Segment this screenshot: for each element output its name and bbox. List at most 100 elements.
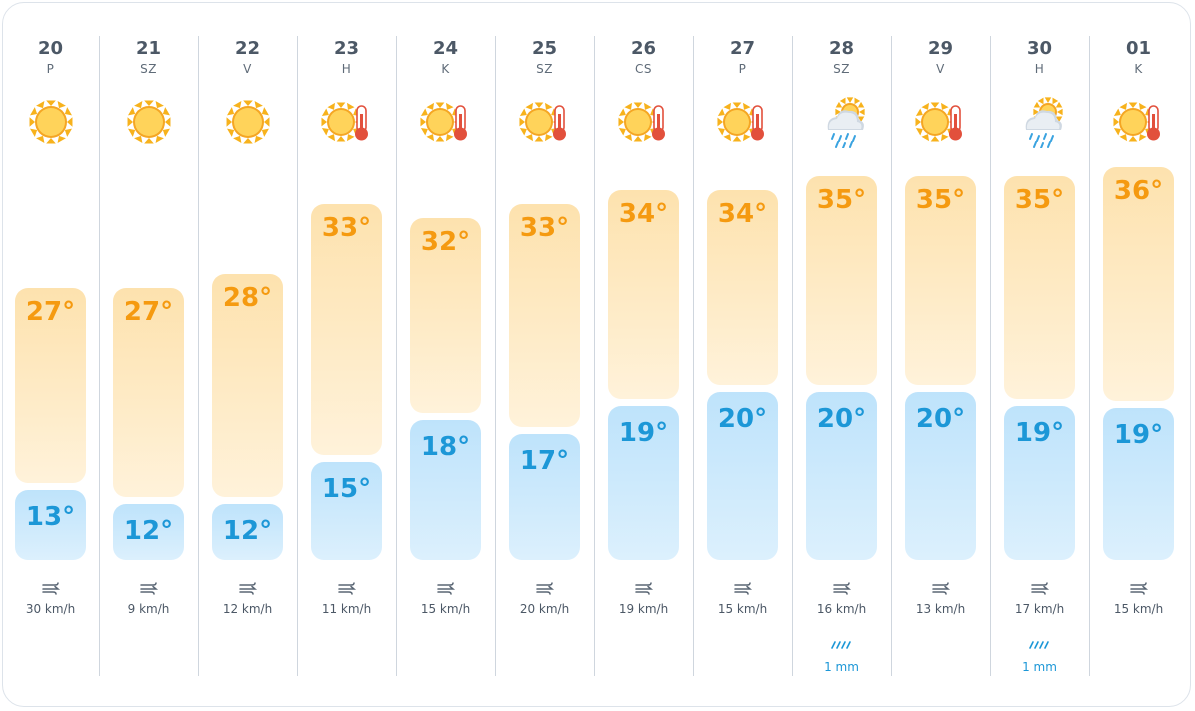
day-column[interactable]: 24 K 32° 18° 15 km/h: [396, 36, 495, 676]
min-temp: 12°: [123, 516, 174, 546]
wind-icon: [693, 581, 792, 595]
day-date: 24: [432, 38, 459, 59]
sun-hot-icon: [618, 96, 670, 148]
wind-speed: 20 km/h: [519, 602, 570, 616]
day-column[interactable]: 27 P 34° 20° 15 km/h: [693, 36, 792, 676]
day-date: 26: [630, 38, 657, 59]
max-temp-bar: 34°: [608, 190, 679, 399]
min-temp: 19°: [1014, 418, 1065, 448]
day-weekday: H: [341, 62, 352, 76]
rain-icon: [990, 640, 1089, 650]
min-temp-bar: 18°: [410, 420, 481, 560]
day-date: 30: [1026, 38, 1053, 59]
day-column[interactable]: 22 V 28° 12° 12 km/h: [198, 36, 297, 676]
column-divider: [792, 36, 793, 676]
day-weekday: P: [46, 62, 55, 76]
day-weekday: H: [1034, 62, 1045, 76]
wind-icon: [792, 581, 891, 595]
wind-speed: 13 km/h: [915, 602, 966, 616]
wind-icon: [495, 581, 594, 595]
column-divider: [99, 36, 100, 676]
min-temp: 17°: [519, 446, 570, 476]
max-temp-bar: 35°: [1004, 176, 1075, 399]
wind-icon: [594, 581, 693, 595]
day-date: 25: [531, 38, 558, 59]
min-temp-bar: 20°: [707, 392, 778, 560]
max-temp: 35°: [915, 185, 966, 215]
wind-speed: 15 km/h: [717, 602, 768, 616]
day-column[interactable]: 26 CS 34° 19° 19 km/h: [594, 36, 693, 676]
wind-icon: [1089, 581, 1188, 595]
day-column[interactable]: 29 V 35° 20° 13 km/h: [891, 36, 990, 676]
min-temp: 20°: [816, 404, 867, 434]
wind-icon: [990, 581, 1089, 595]
max-temp: 33°: [519, 213, 570, 243]
max-temp: 33°: [321, 213, 372, 243]
min-temp: 15°: [321, 474, 372, 504]
column-divider: [693, 36, 694, 676]
min-temp-bar: 20°: [905, 392, 976, 560]
sun-hot-icon: [915, 96, 967, 148]
day-date: 01: [1125, 38, 1152, 59]
cloud-rain-sun-icon: [816, 96, 868, 148]
max-temp-bar: 28°: [212, 274, 283, 497]
day-weekday: K: [1134, 62, 1143, 76]
day-weekday: SZ: [833, 62, 850, 76]
day-column[interactable]: 20 P 27° 13° 30 km/h: [1, 36, 100, 676]
wind-icon: [1, 581, 100, 595]
sun-hot-icon: [717, 96, 769, 148]
day-column[interactable]: 28 SZ 35° 20° 16 km/h 1 mm: [792, 36, 891, 676]
max-temp: 35°: [816, 185, 867, 215]
wind-speed: 17 km/h: [1014, 602, 1065, 616]
day-date: 23: [333, 38, 360, 59]
min-temp-bar: 19°: [608, 406, 679, 560]
day-column[interactable]: 21 SZ 27° 12° 9 km/h: [99, 36, 198, 676]
sun-icon: [123, 96, 175, 148]
min-temp-bar: 15°: [311, 462, 382, 560]
rain-icon: [792, 640, 891, 650]
max-temp: 27°: [25, 297, 76, 327]
day-date: 29: [927, 38, 954, 59]
sun-icon: [25, 96, 77, 148]
min-temp-bar: 13°: [15, 490, 86, 560]
max-temp: 34°: [618, 199, 669, 229]
max-temp: 36°: [1113, 176, 1164, 206]
max-temp: 27°: [123, 297, 174, 327]
column-divider: [891, 36, 892, 676]
wind-speed: 15 km/h: [1113, 602, 1164, 616]
sun-hot-icon: [321, 96, 373, 148]
min-temp: 19°: [618, 418, 669, 448]
day-date: 22: [234, 38, 261, 59]
cloud-rain-sun-icon: [1014, 96, 1066, 148]
sun-hot-icon: [519, 96, 571, 148]
sun-hot-icon: [420, 96, 472, 148]
min-temp: 18°: [420, 432, 471, 462]
min-temp-bar: 17°: [509, 434, 580, 560]
day-column[interactable]: 30 H 35° 19° 17 km/h 1 mm: [990, 36, 1089, 676]
day-column[interactable]: 25 SZ 33° 17° 20 km/h: [495, 36, 594, 676]
day-weekday: V: [243, 62, 252, 76]
min-temp-bar: 12°: [113, 504, 184, 560]
column-divider: [297, 36, 298, 676]
day-column[interactable]: 23 H 33° 15° 11 km/h: [297, 36, 396, 676]
max-temp: 34°: [717, 199, 768, 229]
precipitation: 1 mm: [824, 660, 859, 674]
max-temp-bar: 32°: [410, 218, 481, 413]
day-column[interactable]: 01 K 36° 19° 15 km/h: [1089, 36, 1188, 676]
max-temp: 32°: [420, 227, 471, 257]
column-divider: [990, 36, 991, 676]
max-temp-bar: 36°: [1103, 167, 1174, 401]
max-temp-bar: 34°: [707, 190, 778, 385]
min-temp-bar: 19°: [1103, 408, 1174, 560]
wind-speed: 9 km/h: [127, 602, 170, 616]
wind-icon: [297, 581, 396, 595]
day-weekday: SZ: [536, 62, 553, 76]
wind-speed: 12 km/h: [222, 602, 273, 616]
min-temp-bar: 12°: [212, 504, 283, 560]
day-weekday: V: [936, 62, 945, 76]
column-divider: [396, 36, 397, 676]
min-temp-bar: 20°: [806, 392, 877, 560]
day-date: 21: [135, 38, 162, 59]
max-temp: 35°: [1014, 185, 1065, 215]
